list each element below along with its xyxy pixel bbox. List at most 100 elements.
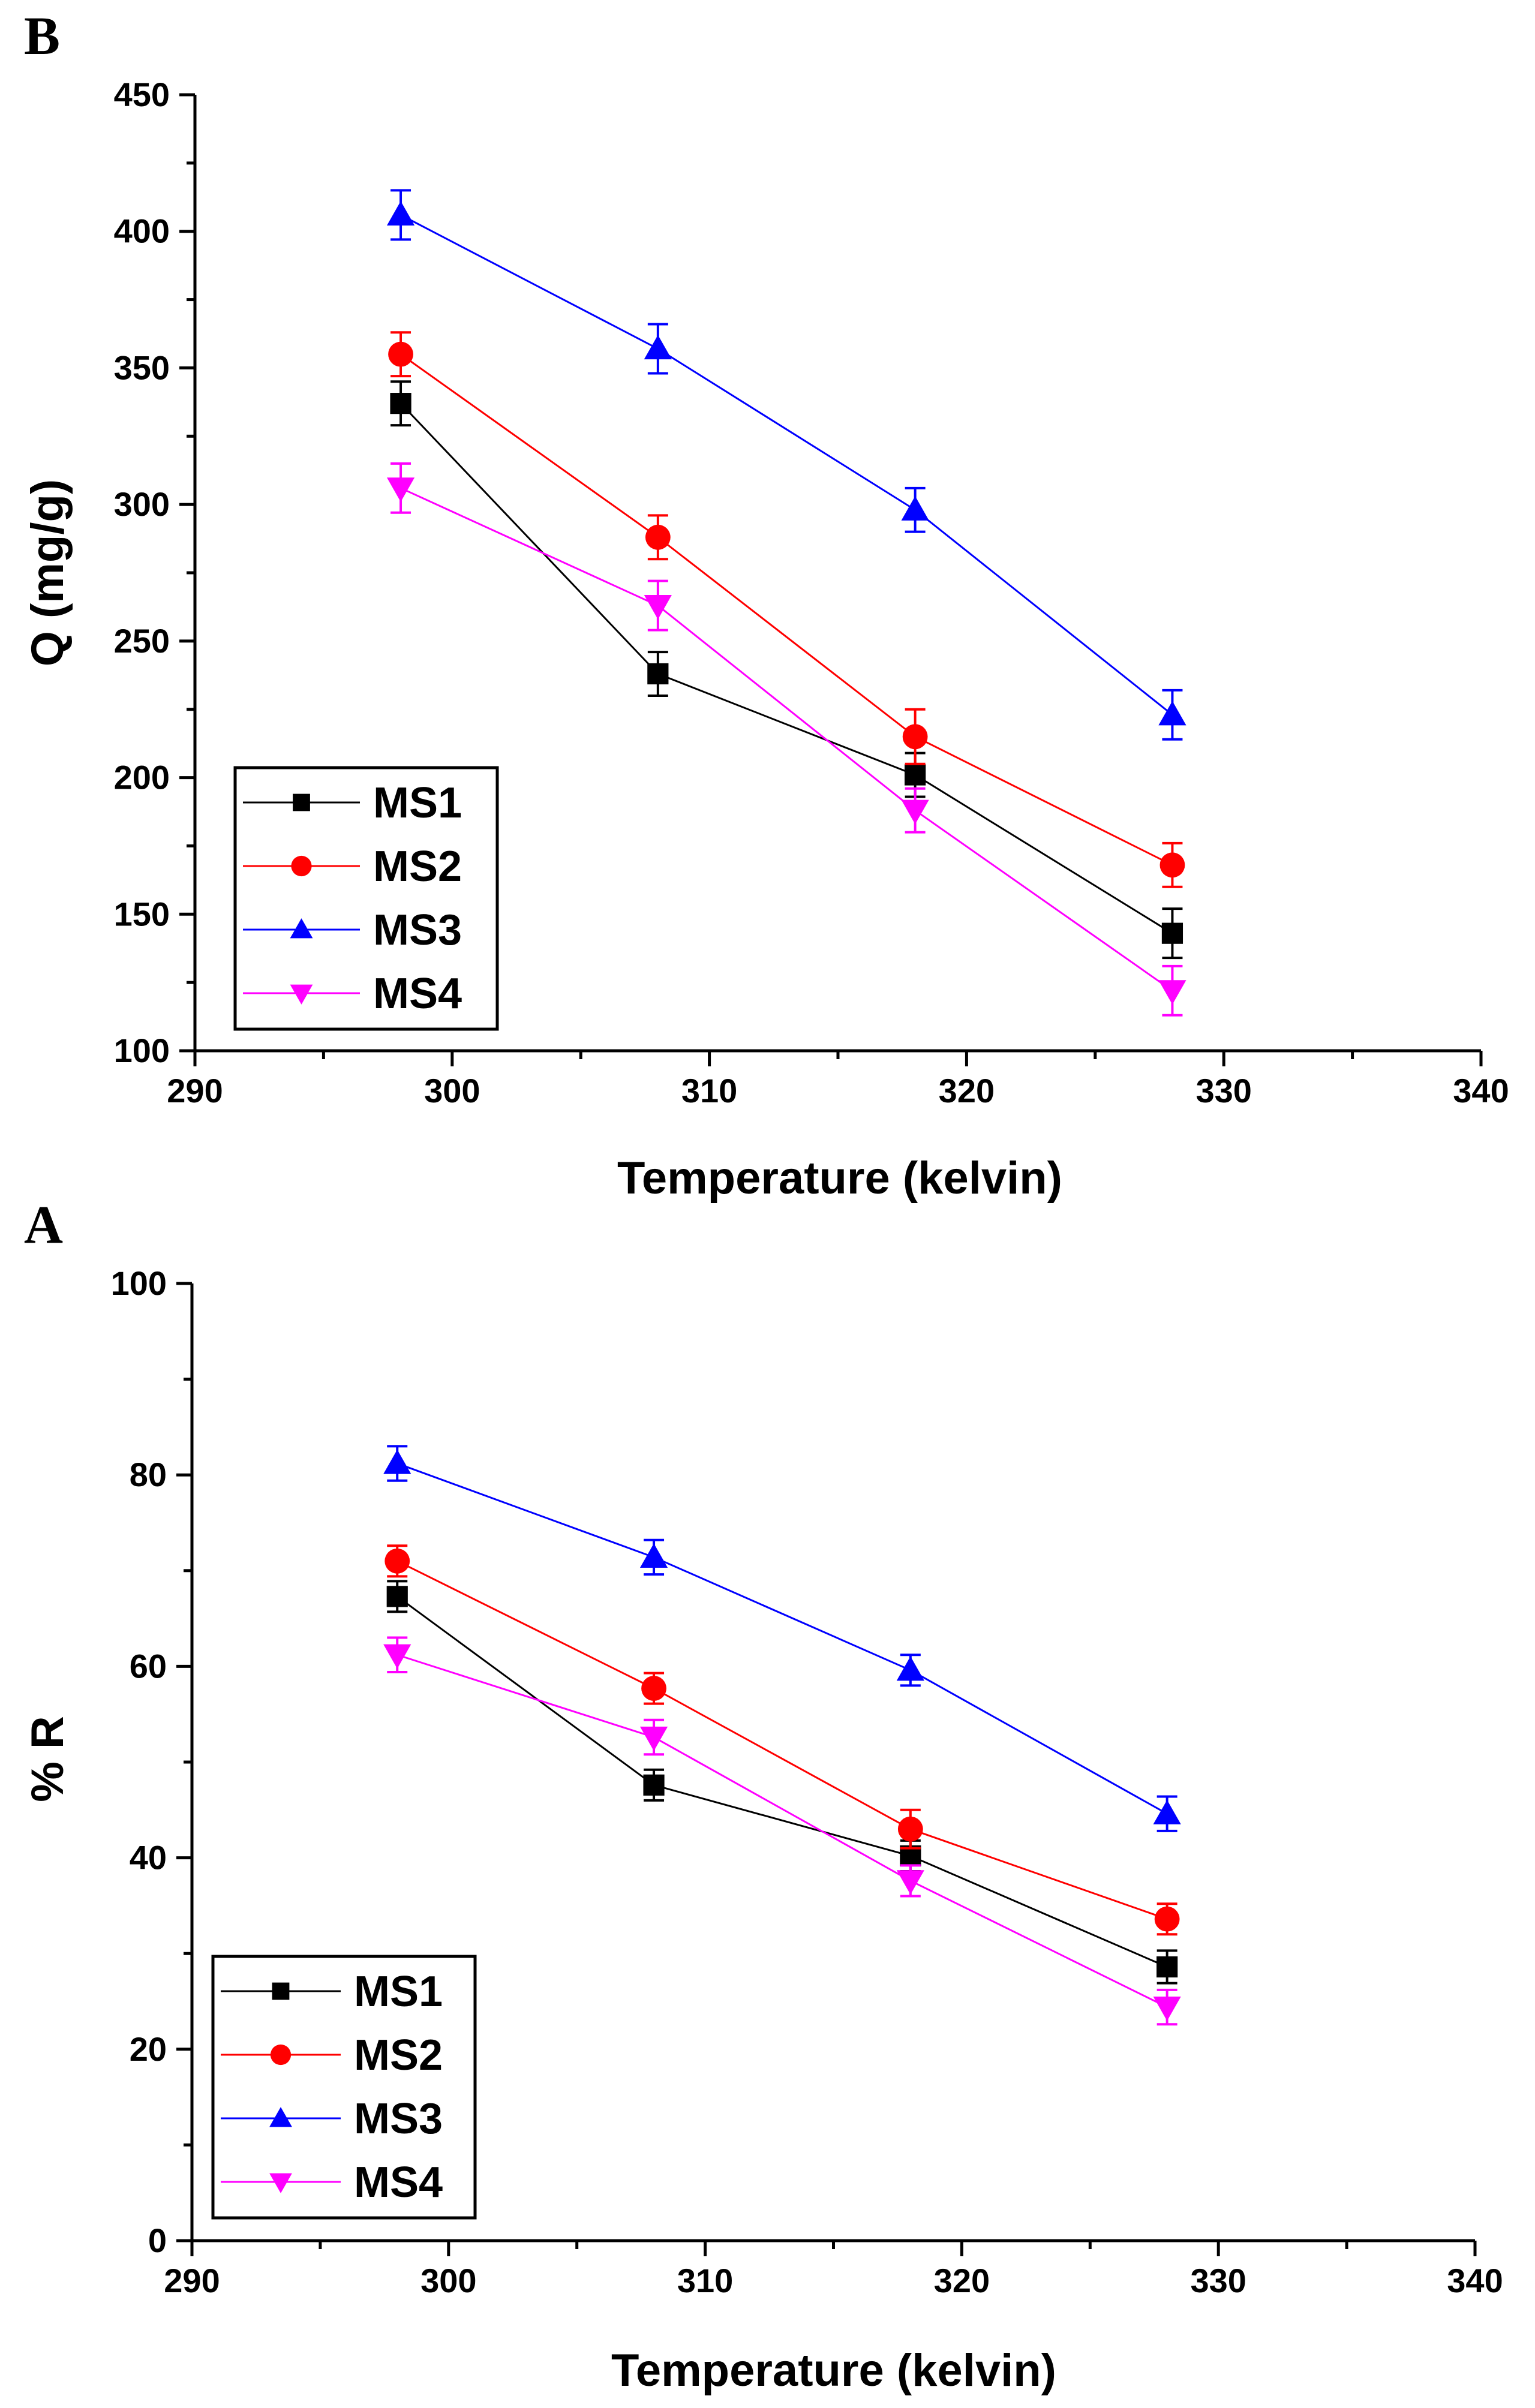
panel-b-series [386,189,1186,1017]
panel-b-legend-label-ms3: MS3 [373,906,462,954]
panel-b-line-ms4 [400,487,1173,992]
panel-b-point-ms4 [386,477,415,502]
panel-b-point-ms3 [386,201,415,226]
panel-b-point-ms2 [902,724,928,750]
panel-a-chart: A 290 300 310 320 330 340 0 20 40 60 80 100 % R Tem… [22,1195,1503,2396]
panel-a-y-axis-title: % R [22,1716,73,1802]
panel-a-y-tick-label: 40 [130,1839,167,1877]
panel-b-x-tick-label: 320 [939,1072,995,1110]
panel-b-point-ms4 [901,799,929,825]
panel-b-x-tick-label: 340 [1453,1072,1509,1110]
panel-b-series-ms4 [386,462,1186,1017]
panel-b-chart: B 290 300 310 320 330 340 100 150 200 250 300 350 40… [22,7,1509,1204]
panel-a-x-axis-title: Temperature (kelvin) [611,2345,1056,2396]
panel-b-y-tick-label: 450 [114,76,170,113]
panel-a-x-tick-label: 290 [164,2262,220,2299]
panel-b-axes: 290 300 310 320 330 340 100 150 200 250 300 350 400 4… [114,76,1509,1110]
panel-b-legend: MS1 MS2 MS3 MS4 [233,766,499,1031]
panel-a-x-tick-label: 330 [1190,2262,1246,2299]
panel-b-point-ms1 [905,764,926,786]
panel-a-point-ms4 [896,1870,924,1895]
panel-a-line-ms2 [396,1560,1168,1920]
panel-a-point-ms4 [1153,1996,1181,2021]
panel-b-legend-box [233,766,499,1031]
panel-b-y-axis-title: Q (mg/g) [22,479,73,666]
panel-a-legend-label-ms2: MS2 [354,2031,443,2079]
panel-a-point-ms2 [1154,1906,1180,1932]
panel-b-line-ms1 [399,402,1173,934]
panel-b-legend-label-ms2: MS2 [373,843,462,891]
panel-a-x-tick-label: 340 [1447,2262,1503,2299]
panel-b-series-ms1 [390,380,1183,960]
panel-b-y-tick-label: 100 [114,1032,170,1069]
panel-a-series-ms4 [383,1636,1181,2026]
panel-a-x-tick-label: 300 [420,2262,476,2299]
panel-a-point-ms1 [643,1774,665,1796]
panel-a-point-ms4 [639,1726,668,1751]
panel-b-x-tick-label: 310 [681,1072,737,1110]
panel-a-y-tick-label: 100 [111,1264,167,1302]
panel-b-point-ms2 [388,341,413,367]
panel-b-line-ms2 [400,353,1173,866]
panel-a-point-ms2 [897,1816,923,1842]
panel-b-legend-marker-ms4 [290,984,313,1005]
panel-b-point-ms3 [1158,701,1186,726]
panel-a-point-ms3 [639,1543,668,1568]
panel-a-y-tick-label: 20 [130,2030,167,2068]
panel-b-y-tick-label: 400 [114,212,170,250]
panel-a-line-ms4 [396,1654,1168,2008]
panel-a-label: A [24,1195,63,1255]
panel-b-x-tick-label: 300 [424,1072,480,1110]
panel-a-legend-marker-ms4 [269,2173,292,2193]
panel-a-legend-box [211,1955,477,2220]
panel-a-point-ms1 [1156,1956,1178,1978]
panel-b-x-tick-label: 290 [167,1072,223,1110]
panel-a-x-tick-label: 310 [677,2262,733,2299]
panel-a-y-tick-label: 80 [130,1456,167,1493]
panel-a-y-tick-label: 60 [130,1647,167,1685]
panel-b-legend-marker-ms3 [290,918,313,939]
panel-b-line-ms3 [400,214,1173,716]
panel-b-point-ms3 [644,335,672,360]
panel-a-x-tick-label: 320 [934,2262,990,2299]
panel-a-legend-marker-ms1 [272,1982,290,2000]
panel-b-y-tick-label: 200 [114,759,170,796]
panel-b-point-ms1 [390,393,411,414]
panel-a-series-ms3 [383,1445,1181,1832]
panel-b-x-tick-label: 330 [1195,1072,1251,1110]
panel-b-point-ms2 [1159,852,1185,878]
panel-a-point-ms3 [383,1449,411,1474]
panel-a-legend-label-ms3: MS3 [354,2095,443,2143]
panel-a-legend-label-ms1: MS1 [354,1968,443,2016]
panel-a-series [383,1445,1181,2026]
panel-a-point-ms1 [386,1586,408,1607]
panel-a-legend-label-ms4: MS4 [354,2159,443,2206]
panel-b-y-tick-label: 150 [114,895,170,933]
panel-b-series-ms3 [386,189,1186,741]
panel-b-y-tick-label: 350 [114,348,170,386]
panel-a-y-tick-label: 0 [148,2221,167,2259]
panel-a-series-ms1 [386,1580,1178,1985]
panel-a-line-ms1 [396,1595,1168,1968]
panel-b-label: B [24,7,60,66]
panel-a-legend-marker-ms2 [270,2044,292,2066]
panel-b-point-ms2 [645,524,671,550]
panel-b-legend-label-ms1: MS1 [373,779,462,827]
panel-b-legend-marker-ms1 [293,793,310,811]
panel-a-point-ms2 [641,1676,666,1701]
panel-b-y-tick-label: 300 [114,485,170,523]
panel-b-point-ms1 [647,663,669,685]
panel-b-legend-label-ms4: MS4 [373,970,462,1018]
panel-b-y-tick-label: 250 [114,622,170,660]
panel-b-series-ms2 [388,331,1185,888]
panel-a-axes: 290 300 310 320 330 340 0 20 40 60 80 100 [111,1264,1503,2299]
panel-a-legend: MS1 MS2 MS3 MS4 [211,1955,477,2220]
panel-a-series-ms2 [384,1544,1180,1936]
panel-a-point-ms4 [383,1644,411,1669]
panel-a-point-ms3 [1153,1800,1181,1824]
panel-a-line-ms3 [396,1462,1168,1815]
panel-b-point-ms1 [1161,922,1183,944]
panel-b-point-ms4 [1158,980,1186,1005]
panel-b-point-ms3 [901,496,929,521]
panel-a-legend-marker-ms3 [269,2107,292,2127]
